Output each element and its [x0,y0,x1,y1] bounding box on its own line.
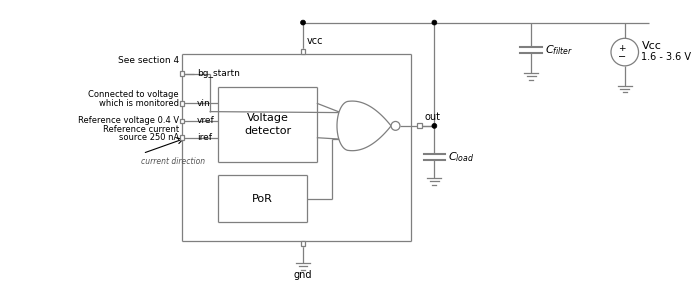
Circle shape [432,124,437,128]
Text: PoR: PoR [252,194,273,204]
Text: vcc: vcc [307,36,323,46]
Text: Reference voltage 0.4 V: Reference voltage 0.4 V [78,116,179,125]
Text: $C_{filter}$: $C_{filter}$ [545,43,573,57]
Text: See section 4: See section 4 [118,56,179,65]
Circle shape [432,20,437,25]
Text: Voltage: Voltage [246,113,288,122]
Bar [300,241,305,246]
Bar [180,71,185,76]
Circle shape [611,38,638,66]
Text: gnd: gnd [294,270,312,280]
Bar [417,124,422,128]
Text: bg_startn: bg_startn [197,69,239,78]
Bar [300,49,305,54]
Text: vref: vref [197,116,214,125]
Circle shape [300,20,305,25]
Bar [180,135,185,140]
Bar [180,118,185,124]
Text: Connected to voltage: Connected to voltage [88,90,179,99]
Text: current direction: current direction [141,157,205,166]
Text: $C_{load}$: $C_{load}$ [448,151,475,164]
Text: −: − [617,52,626,62]
Text: which is monitored: which is monitored [99,99,179,108]
Text: out: out [424,112,440,122]
Text: detector: detector [244,126,291,136]
Text: Vcc: Vcc [641,41,662,51]
Text: vin: vin [197,99,211,108]
Bar [180,101,185,106]
Text: 1.6 - 3.6 V: 1.6 - 3.6 V [641,52,692,62]
Text: source 250 nA: source 250 nA [119,133,179,142]
Circle shape [391,122,400,130]
Polygon shape [337,101,391,151]
Text: iref: iref [197,133,212,142]
Text: +: + [618,44,626,53]
Text: Reference current: Reference current [103,125,179,134]
